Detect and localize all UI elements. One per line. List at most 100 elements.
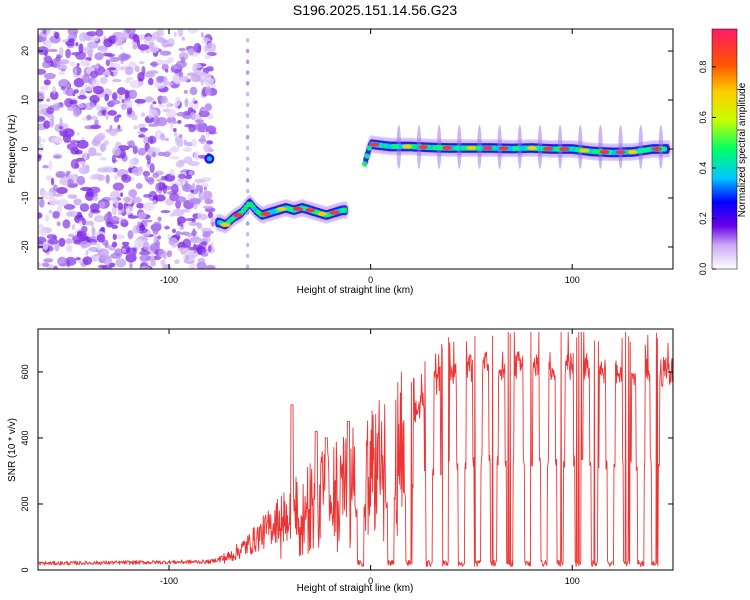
noise-blob	[132, 34, 140, 43]
noise-blob	[155, 178, 164, 182]
noise-blob	[52, 86, 56, 95]
noise-blob	[126, 76, 135, 81]
noise-blob	[39, 198, 45, 208]
noise-blob	[188, 170, 194, 176]
noise-blob	[67, 194, 78, 199]
chart-title: S196.2025.151.14.56.G23	[292, 2, 458, 18]
noise-blob	[143, 193, 152, 198]
noise-blob	[180, 223, 184, 228]
noise-blob	[111, 224, 119, 229]
noise-blob	[132, 44, 138, 50]
ridge-hotspot	[526, 146, 537, 151]
noise-blob	[58, 70, 66, 76]
noise-blob	[135, 183, 143, 190]
noise-blob	[150, 61, 158, 68]
noise-blob	[102, 71, 111, 77]
noise-blob	[138, 61, 145, 65]
noise-blob	[199, 107, 210, 112]
noise-blob	[69, 61, 76, 67]
noise-blob	[41, 139, 46, 143]
noise-blob	[77, 161, 87, 165]
noise-blob	[89, 101, 94, 108]
noise-blob	[151, 31, 160, 40]
noise-blob	[205, 264, 216, 269]
noise-blob	[71, 223, 76, 231]
noise-blob	[70, 159, 79, 169]
noise-blob	[66, 142, 78, 151]
snr-y-tick-label: 0	[20, 567, 30, 572]
spectrogram-y-tick-label: -20	[20, 240, 30, 253]
noise-blob	[88, 246, 99, 252]
noise-blob	[129, 80, 142, 89]
noise-blob	[93, 215, 106, 223]
noise-blob	[177, 29, 184, 37]
artifact-dot	[246, 264, 250, 269]
noise-blob	[128, 159, 134, 169]
noise-blob	[204, 85, 212, 96]
noise-blob	[41, 262, 50, 267]
noise-blob	[171, 120, 178, 125]
noise-blob	[187, 107, 194, 113]
noise-blob	[65, 203, 73, 208]
noise-blob	[115, 35, 126, 42]
noise-blob	[89, 70, 99, 79]
noise-blob	[173, 127, 177, 133]
noise-blob	[65, 48, 71, 59]
noise-blob	[111, 241, 118, 248]
ridge-hotspot	[615, 150, 626, 155]
noise-blob	[127, 230, 134, 240]
noise-blob	[144, 171, 149, 181]
noise-blob	[88, 147, 97, 157]
noise-blob	[49, 114, 55, 121]
noise-blob	[177, 119, 182, 124]
noise-blob	[202, 135, 206, 142]
colorbar-tick-label: 0.6	[698, 111, 708, 124]
noise-blob	[49, 118, 55, 128]
noise-blob	[57, 256, 68, 267]
noise-blob	[59, 117, 63, 128]
noise-blob	[120, 219, 128, 224]
noise-blob	[147, 135, 157, 144]
ridge-hotspot	[369, 142, 380, 147]
ridge-hotspot	[466, 146, 477, 151]
noise-blob	[121, 241, 130, 246]
ridge-core	[361, 161, 368, 167]
noise-blob	[138, 212, 146, 219]
noise-blob	[137, 147, 147, 156]
noise-blob	[83, 150, 88, 161]
noise-blob	[188, 246, 195, 251]
noise-blob	[145, 95, 153, 103]
noise-blob	[177, 173, 186, 179]
noise-blob	[90, 36, 99, 42]
noise-blob	[173, 31, 177, 37]
snr-frame	[37, 328, 674, 571]
ridge-hotspot	[317, 211, 328, 216]
noise-blob	[132, 225, 140, 234]
noise-blob	[54, 242, 60, 252]
noise-blob	[89, 241, 98, 246]
noise-blob	[186, 72, 197, 77]
noise-blob	[112, 233, 117, 241]
isolated-blob-core	[206, 156, 212, 162]
noise-blob	[102, 52, 113, 57]
noise-blob	[125, 29, 136, 35]
noise-blob	[38, 224, 45, 230]
noise-blob	[183, 90, 188, 94]
artifact-dot	[246, 221, 250, 226]
noise-blob	[92, 196, 98, 202]
noise-blob	[192, 203, 198, 210]
noise-blob	[109, 99, 121, 105]
ridge-streak	[638, 125, 643, 170]
noise-blob	[100, 226, 105, 232]
spectrogram-y-axis-label: Frequency (Hz)	[7, 115, 18, 184]
noise-blob	[200, 227, 212, 232]
ridge-core	[661, 146, 668, 152]
snr-y-axis-label: SNR (10 * v/v)	[7, 418, 18, 482]
noise-blob	[92, 173, 104, 180]
noise-blob	[46, 40, 52, 50]
noise-blob	[112, 78, 122, 83]
snr-x-tick-label: 100	[565, 576, 580, 586]
noise-blob	[121, 248, 126, 253]
noise-blob	[152, 200, 157, 205]
